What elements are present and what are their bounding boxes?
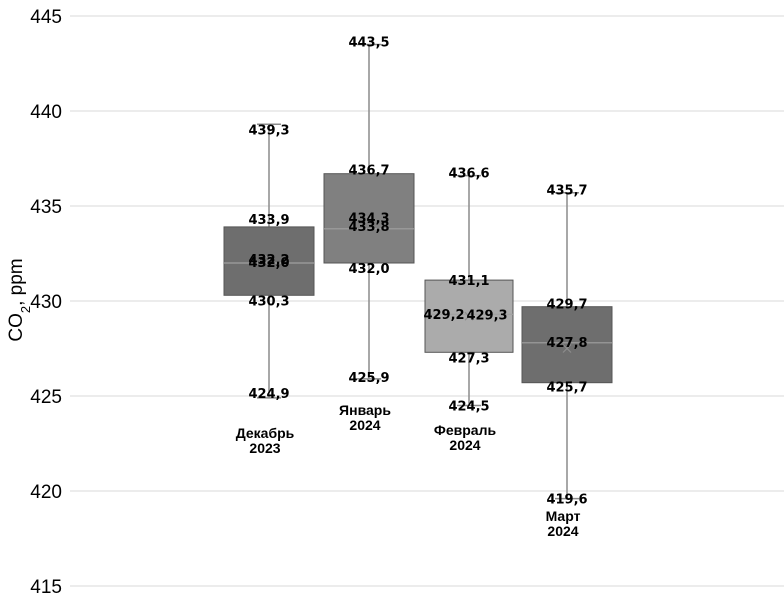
y-tick-label-415: 415 xyxy=(30,577,62,598)
box-1-median-label: 432,0 xyxy=(248,256,289,271)
box-1-max-label: 439,3 xyxy=(248,123,289,138)
box-4-category-line-2: 2024 xyxy=(547,523,578,539)
box-2-max-label: 443,5 xyxy=(348,36,389,51)
gridlines xyxy=(70,15,784,587)
box-4-min-label: 419,6 xyxy=(546,493,587,508)
y-axis-label: CO2, ppm xyxy=(6,258,33,341)
y-tick-label-425: 425 xyxy=(30,387,62,408)
box-4-q3-label: 429,7 xyxy=(546,298,587,313)
box-1-mean-label: 432,2 xyxy=(248,253,289,268)
box-2-min-label: 425,9 xyxy=(348,371,389,386)
boxes: 439,3433,9432,2432,0430,3424,9Декабрь202… xyxy=(223,36,613,539)
y-tick-label-440: 440 xyxy=(30,102,62,123)
y-tick-label-430: 430 xyxy=(30,292,62,313)
box-3-mean-label: 429,2 xyxy=(423,308,464,323)
box-4-max-label: 435,7 xyxy=(546,184,587,199)
box-2-iqr xyxy=(323,173,415,264)
box-3-min-label: 424,5 xyxy=(448,400,489,415)
box-3-q3-label: 431,1 xyxy=(448,274,489,289)
box-4-category-line-1: Март xyxy=(546,508,581,524)
box-2-q1-label: 432,0 xyxy=(348,262,389,277)
box-3-category-line-2: 2024 xyxy=(449,437,480,453)
box-3-category-line-1: Февраль xyxy=(434,422,497,438)
y-tick-label-435: 435 xyxy=(30,197,62,218)
box-2-mean-marker xyxy=(364,214,374,224)
y-tick-label-420: 420 xyxy=(30,482,62,503)
box-3-max-label: 436,6 xyxy=(448,167,489,182)
box-2-q3-label: 436,7 xyxy=(348,164,389,179)
box-2-category-line-2: 2024 xyxy=(349,417,380,433)
box-1-category-line-2: 2023 xyxy=(249,440,280,456)
box-1-q3-label: 433,9 xyxy=(248,213,289,228)
y-axis-label-subscript: 2 xyxy=(18,306,33,313)
y-axis-label-unit: , ppm xyxy=(6,258,27,306)
box-2-category-line-1: Январь xyxy=(339,402,391,418)
box-1-min-label: 424,9 xyxy=(248,387,289,402)
y-axis-label-main: CO xyxy=(6,313,27,342)
box-4-median-label: 427,8 xyxy=(546,336,587,351)
box-3-median-label: 429,3 xyxy=(466,308,507,323)
box-4-mean-marker xyxy=(562,344,572,353)
box-4-iqr xyxy=(521,306,613,384)
box-1-category-line-1: Декабрь xyxy=(236,425,295,441)
box-3: 436,6 431,1 429,2 429,3 427,3 424,5 Февраль202… xyxy=(423,167,514,453)
box-1-q1-label: 430,3 xyxy=(248,294,289,309)
box-3-q1-label: 427,3 xyxy=(448,351,489,366)
box-2-mean-label: 434,3 xyxy=(348,211,389,226)
box-4-q1-label: 425,7 xyxy=(546,381,587,396)
y-axis-ticks: 415 420 425 430 435 440 445 xyxy=(30,7,62,598)
box-2-median-label: 433,8 xyxy=(348,220,389,235)
y-tick-label-445: 445 xyxy=(30,7,62,28)
box-1-iqr xyxy=(223,226,315,296)
box-3-mean-marker xyxy=(464,311,474,321)
box-1-mean-marker xyxy=(264,254,274,264)
